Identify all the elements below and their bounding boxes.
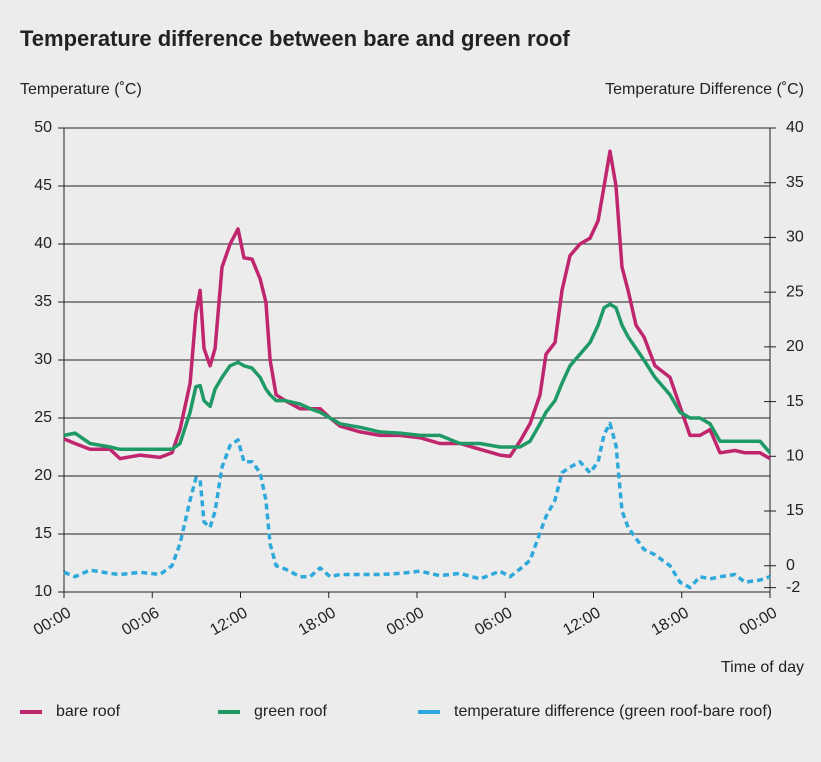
y2-tick-label: 25: [786, 283, 804, 300]
x-tick-label: 12:00: [560, 604, 603, 639]
x-tick-label: 00:00: [737, 604, 780, 639]
y-tick-label: 35: [34, 293, 52, 310]
chart-title: Temperature difference between bare and …: [20, 26, 570, 51]
legend-label: bare roof: [56, 703, 121, 720]
y2-tick-label: 20: [786, 338, 804, 355]
y-tick-label: 50: [34, 119, 52, 136]
y2-tick-label: 10: [786, 448, 804, 465]
y-tick-label: 30: [34, 351, 52, 368]
y2-tick-label: 40: [786, 119, 804, 136]
x-axis-label: Time of day: [721, 659, 804, 676]
y2-tick-label: 15: [786, 502, 804, 519]
y2-tick-label: 15: [786, 393, 804, 410]
y2-tick-label: 35: [786, 174, 804, 191]
series-line: [63, 302, 772, 454]
series-line: [63, 421, 771, 590]
x-tick-label: 18:00: [649, 604, 692, 639]
y-tick-label: 45: [34, 177, 52, 194]
y-axis-label: Temperature (˚C): [20, 81, 142, 98]
y-tick-label: 40: [34, 235, 52, 252]
series-line: [63, 149, 771, 461]
x-tick-label: 00:06: [119, 604, 162, 639]
y-tick-label: 20: [34, 467, 52, 484]
y-tick-label: 10: [34, 583, 52, 600]
legend-label: temperature difference (green roof-bare …: [454, 703, 772, 720]
x-tick-label: 18:00: [296, 604, 339, 639]
y2-tick-label: 0: [786, 557, 795, 574]
y-tick-label: 15: [34, 525, 52, 542]
x-tick-label: 12:00: [207, 604, 250, 639]
x-tick-label: 06:00: [472, 604, 515, 639]
x-tick-label: 00:00: [31, 604, 74, 639]
x-tick-label: 00:00: [384, 604, 427, 639]
y2-axis-label: Temperature Difference (˚C): [605, 81, 804, 98]
y2-tick-label: 30: [786, 229, 804, 246]
y-tick-label: 25: [34, 409, 52, 426]
y2-tick-label: -2: [786, 579, 800, 596]
legend-label: green roof: [254, 703, 327, 720]
